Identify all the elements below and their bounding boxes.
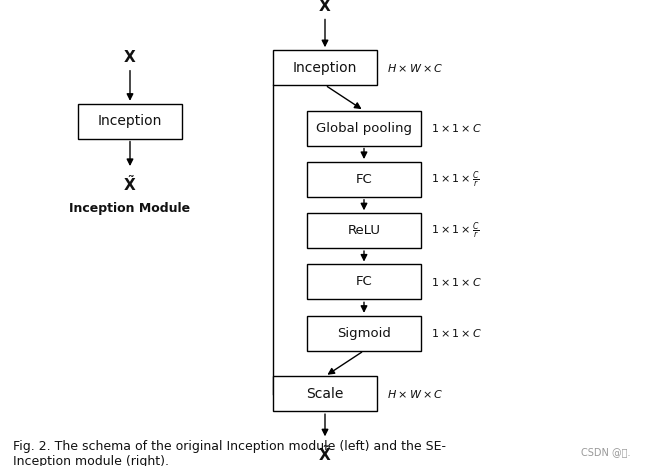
Text: Inception: Inception [98,114,162,128]
Text: $1 \times 1 \times \frac{C}{r}$: $1 \times 1 \times \frac{C}{r}$ [431,220,480,241]
Text: $\tilde{\mathbf{X}}$: $\tilde{\mathbf{X}}$ [124,174,136,193]
Text: $1 \times 1 \times C$: $1 \times 1 \times C$ [431,122,482,134]
Text: ReLU: ReLU [348,224,380,237]
Text: $1 \times 1 \times \frac{C}{r}$: $1 \times 1 \times \frac{C}{r}$ [431,169,480,190]
Text: Global pooling: Global pooling [316,122,412,135]
FancyBboxPatch shape [78,104,182,139]
FancyBboxPatch shape [307,213,421,248]
Text: Inception: Inception [292,61,358,75]
FancyBboxPatch shape [307,111,421,145]
FancyBboxPatch shape [273,377,377,411]
Text: FC: FC [356,275,372,288]
Text: $1 \times 1 \times C$: $1 \times 1 \times C$ [431,276,482,288]
FancyBboxPatch shape [273,50,377,85]
Text: Inception Module: Inception Module [70,201,190,214]
Text: Fig. 2. The schema of the original Inception module (left) and the SE-
Inception: Fig. 2. The schema of the original Incep… [13,440,446,466]
Text: $H \times W \times C$: $H \times W \times C$ [387,62,443,74]
Text: $\tilde{\mathbf{X}}$: $\tilde{\mathbf{X}}$ [318,444,332,464]
FancyBboxPatch shape [307,264,421,299]
Text: FC: FC [356,173,372,186]
FancyBboxPatch shape [307,316,421,351]
Text: Sigmoid: Sigmoid [337,327,391,340]
Text: $\mathbf{X}$: $\mathbf{X}$ [318,0,332,14]
Text: $\mathbf{X}$: $\mathbf{X}$ [124,49,136,65]
Text: $1 \times 1 \times C$: $1 \times 1 \times C$ [431,327,482,339]
Text: CSDN @龙.: CSDN @龙. [581,447,630,457]
FancyBboxPatch shape [307,162,421,197]
Text: $H \times W \times C$: $H \times W \times C$ [387,388,443,400]
Text: Scale: Scale [306,387,344,401]
